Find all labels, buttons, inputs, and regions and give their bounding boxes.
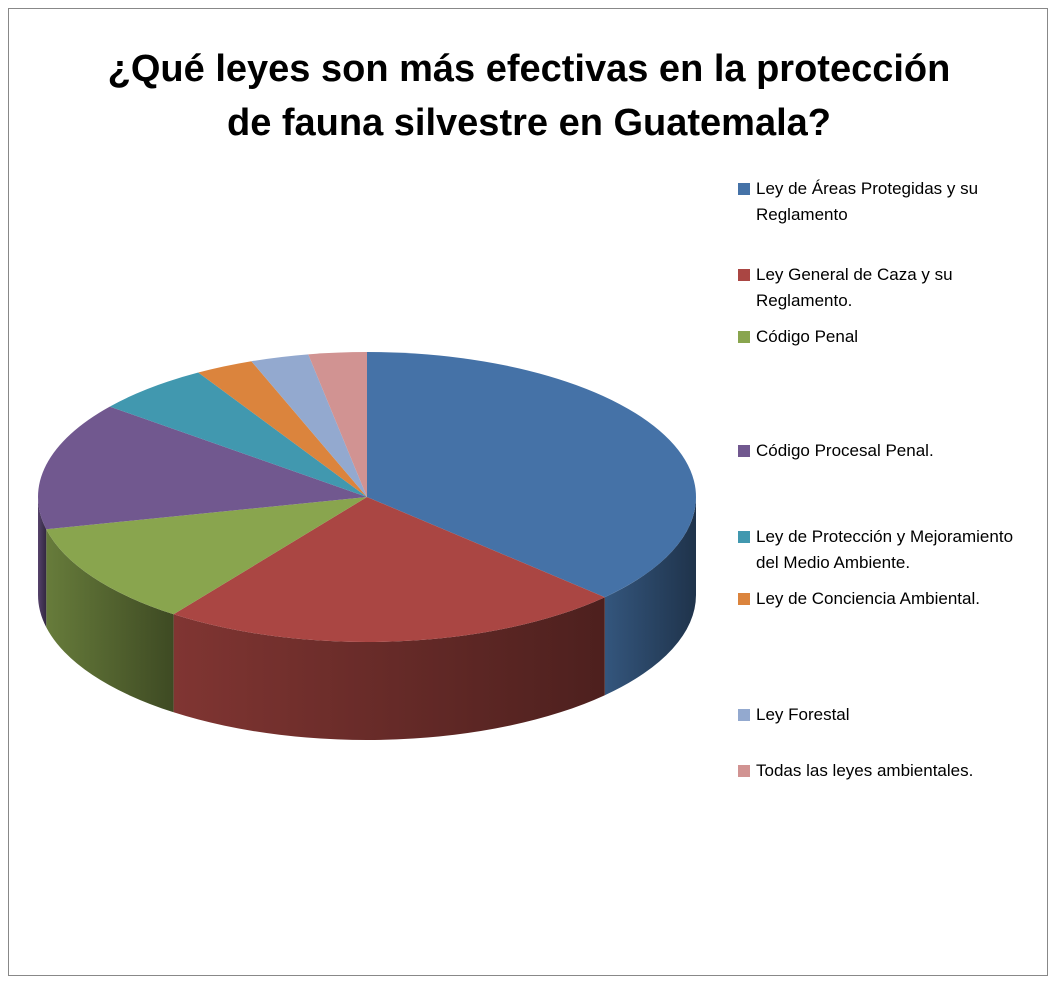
chart-title: ¿Qué leyes son más efectivas en la prote… — [107, 48, 951, 144]
legend-swatch — [738, 331, 750, 343]
legend-entry: Todas las leyes ambientales. — [738, 758, 1038, 784]
pie-side — [38, 497, 47, 628]
legend-label: Código Procesal Penal. — [756, 441, 934, 460]
legend-swatch — [738, 593, 750, 605]
pie-slice — [173, 497, 605, 642]
legend-label: Ley General de Caza y su Reglamento. — [756, 265, 953, 310]
legend-entry: Ley de Áreas Protegidas y su Reglamento — [738, 176, 1038, 228]
pie-side — [46, 529, 174, 713]
pie-slice — [308, 352, 367, 497]
pie-slice — [37, 406, 367, 530]
legend-swatch — [738, 765, 750, 777]
chart-frame — [8, 8, 1048, 976]
legend-label: Código Penal — [756, 327, 859, 346]
pie-slice — [198, 361, 367, 497]
legend-swatch — [738, 531, 750, 543]
legend-label: Ley de Áreas Protegidas y su Reglamento — [756, 179, 979, 224]
legend-label: Todas las leyes ambientales. — [756, 761, 974, 780]
pie-slice — [109, 372, 368, 497]
legend-label: Ley Forestal — [756, 705, 850, 724]
pie-slice — [367, 352, 697, 598]
legend-entry: Ley de Protección y Mejoramiento del Med… — [738, 524, 1038, 576]
legend-swatch — [738, 183, 750, 195]
legend-entry: Ley Forestal — [738, 702, 1038, 728]
legend-swatch — [738, 269, 750, 281]
legend-swatch — [738, 709, 750, 721]
pie-slice — [251, 354, 367, 497]
legend-label: Ley de Protección y Mejoramiento del Med… — [756, 527, 1014, 572]
legend-entry: Ley de Conciencia Ambiental. — [738, 586, 1038, 612]
legend-entry: Código Penal — [738, 324, 1038, 350]
legend-label: Ley de Conciencia Ambiental. — [756, 589, 980, 608]
legend-entry: Ley General de Caza y su Reglamento. — [738, 262, 1038, 314]
pie-side — [173, 597, 605, 740]
pie-side — [604, 497, 696, 696]
pie-slice — [46, 497, 367, 615]
legend-entry: Código Procesal Penal. — [738, 438, 1038, 464]
legend-swatch — [738, 445, 750, 457]
